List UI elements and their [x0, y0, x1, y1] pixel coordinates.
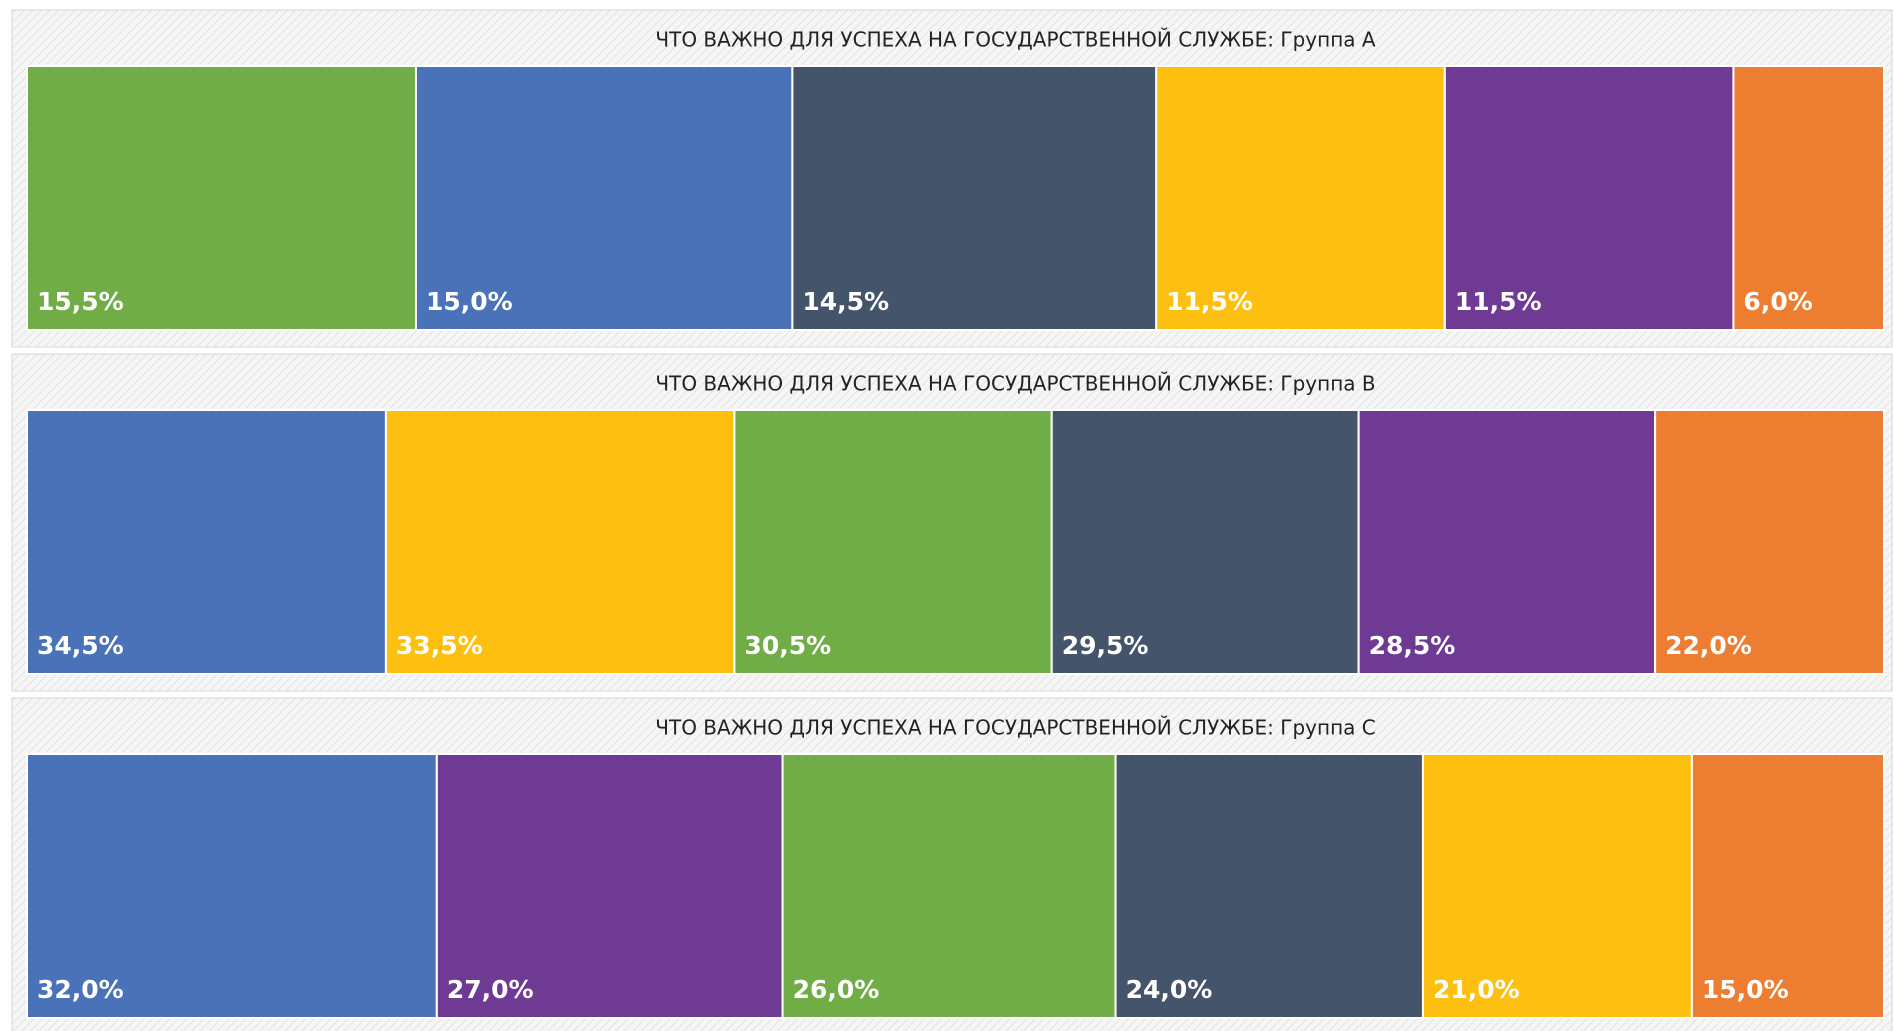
segment [1654, 409, 1886, 675]
segment [1443, 65, 1735, 331]
segment [26, 65, 417, 331]
segment [1050, 409, 1360, 675]
segment [26, 409, 387, 675]
value-label: 15,0% [426, 287, 513, 316]
segment [1421, 753, 1693, 1019]
value-label: 15,5% [37, 287, 124, 316]
value-label: 28,5% [1369, 631, 1456, 660]
value-label: 34,5% [37, 631, 124, 660]
value-label: 33,5% [396, 631, 483, 660]
chart-title: ЧТО ВАЖНО ДЛЯ УСПЕХА НА ГОСУДАРСТВЕННОЙ … [655, 28, 1375, 52]
value-label: 15,0% [1702, 975, 1789, 1004]
value-label: 30,5% [744, 631, 831, 660]
chart-title: ЧТО ВАЖНО ДЛЯ УСПЕХА НА ГОСУДАРСТВЕННОЙ … [655, 372, 1375, 396]
value-label: 14,5% [802, 287, 889, 316]
segment [1357, 409, 1657, 675]
segment [1690, 753, 1886, 1019]
value-label: 32,0% [37, 975, 124, 1004]
segment [1114, 753, 1424, 1019]
chart-title: ЧТО ВАЖНО ДЛЯ УСПЕХА НА ГОСУДАРСТВЕННОЙ … [655, 716, 1375, 740]
segment [435, 753, 784, 1019]
segment [384, 409, 736, 675]
value-label: 11,5% [1455, 287, 1542, 316]
value-label: 26,0% [793, 975, 880, 1004]
value-label: 27,0% [447, 975, 534, 1004]
value-label: 22,0% [1665, 631, 1752, 660]
value-label: 24,0% [1126, 975, 1213, 1004]
value-label: 21,0% [1433, 975, 1520, 1004]
segment [1155, 65, 1446, 331]
value-label: 6,0% [1743, 287, 1812, 316]
segment [791, 65, 1158, 331]
segment [414, 65, 794, 331]
segment [781, 753, 1117, 1019]
value-label: 29,5% [1062, 631, 1149, 660]
segment [1732, 65, 1885, 331]
value-label: 11,5% [1166, 287, 1253, 316]
